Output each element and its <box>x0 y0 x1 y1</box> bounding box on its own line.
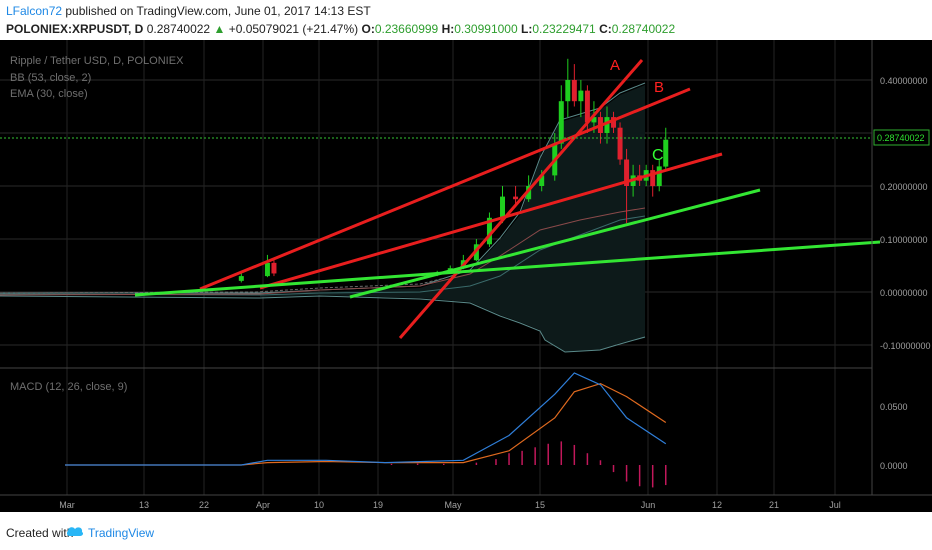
price-tick-label: 0.40000000 <box>880 76 928 86</box>
close-value: 0.28740022 <box>611 22 676 36</box>
bollinger-band-fill <box>260 85 645 352</box>
macd-axis: 0.0500 0.0000 <box>880 402 908 471</box>
time-axis: Mar 13 22 Apr 10 19 May 15 Jun 12 21 Jul <box>59 500 841 510</box>
grid <box>0 40 872 495</box>
green-trendline-1[interactable] <box>349 188 761 299</box>
candle-body <box>663 139 669 167</box>
tradingview-cloud-icon <box>66 527 84 536</box>
price-tick-label: -0.10000000 <box>880 341 931 351</box>
legend-bb: BB (53, close, 2) <box>10 72 91 84</box>
last-price-tag-label: 0.28740022 <box>877 133 925 143</box>
candle-body <box>271 262 277 274</box>
bollinger-band-area <box>260 85 645 352</box>
candle-body <box>650 170 656 186</box>
time-tick-label: 15 <box>535 500 545 510</box>
price-tick-label: 0.20000000 <box>880 182 928 192</box>
trendline-b[interactable] <box>199 87 691 291</box>
candle-body <box>565 80 571 102</box>
time-tick-label: Mar <box>59 500 75 510</box>
author-link[interactable]: LFalcon72 <box>6 4 63 18</box>
bollinger-basis <box>0 215 646 296</box>
candle-body <box>578 90 584 102</box>
bollinger-lower <box>0 295 646 353</box>
symbol-quote-line: POLONIEX:XRPUSDT, D 0.28740022 ▲ +0.0507… <box>6 22 675 36</box>
annotations: A B C <box>610 57 664 164</box>
annotation-c: C <box>652 147 664 164</box>
trendlines <box>134 59 881 339</box>
macd-tick-label: 0.0500 <box>880 402 908 412</box>
chart-canvas[interactable]: A B C Ripple / Tether USD, D, POLONIEX B… <box>0 40 932 512</box>
close-label: C: <box>599 22 612 36</box>
created-with-label: Created with <box>6 526 74 540</box>
time-tick-label: 12 <box>712 500 722 510</box>
legend-title: Ripple / Tether USD, D, POLONIEX <box>10 55 184 67</box>
time-tick-label: 10 <box>314 500 324 510</box>
chart-area[interactable]: A B C Ripple / Tether USD, D, POLONIEX B… <box>0 40 932 512</box>
legend-macd: MACD (12, 26, close, 9) <box>10 381 127 393</box>
price-tick-label: 0.00000000 <box>880 288 928 298</box>
candle-body <box>513 196 519 200</box>
open-label: O: <box>361 22 375 36</box>
trendline-c[interactable] <box>259 152 723 290</box>
low-value: 0.23229471 <box>532 22 596 36</box>
macd-line <box>65 372 667 466</box>
candle-body <box>604 117 610 133</box>
last-price-tag-bg <box>873 129 930 146</box>
time-tick-label: May <box>444 500 462 510</box>
candle-body <box>624 159 630 186</box>
candle-body <box>539 175 545 186</box>
candle-body <box>571 80 577 102</box>
publish-line: LFalcon72 published on TradingView.com, … <box>6 4 371 18</box>
green-trendline-2[interactable] <box>134 240 881 297</box>
time-tick-label: Jun <box>641 500 656 510</box>
candle-body <box>656 166 662 186</box>
open-value: 0.23660999 <box>374 22 439 36</box>
time-tick-label: 19 <box>373 500 383 510</box>
price-tick-label: 0.10000000 <box>880 235 928 245</box>
price-change: +0.05079021 (+21.47%) <box>228 22 359 36</box>
candle-body <box>584 90 590 123</box>
time-tick-label: 13 <box>139 500 149 510</box>
candle-body <box>264 262 270 277</box>
footer: Created with TradingView <box>0 512 932 550</box>
symbol-label: POLONIEX:XRPUSDT, D <box>6 22 144 36</box>
trendline-a[interactable] <box>398 59 644 339</box>
candle-body <box>591 117 597 123</box>
low-label: L: <box>521 22 533 36</box>
publish-header: LFalcon72 published on TradingView.com, … <box>0 0 932 40</box>
price-axis: 0.400000000.300000000.200000000.10000000… <box>880 76 931 351</box>
annotation-a: A <box>610 57 620 74</box>
time-tick-label: 21 <box>769 500 779 510</box>
candle-body <box>526 186 532 200</box>
candle-body <box>617 127 623 160</box>
macd-pane <box>65 372 667 488</box>
time-tick-label: 22 <box>199 500 209 510</box>
high-value: 0.30991000 <box>454 22 518 36</box>
legend: Ripple / Tether USD, D, POLONIEX BB (53,… <box>10 55 184 393</box>
time-tick-label: Jul <box>829 500 841 510</box>
time-tick-label: Apr <box>256 500 270 510</box>
candle-body <box>611 117 617 128</box>
published-text: published on TradingView.com, June 01, 2… <box>62 4 371 18</box>
high-label: H: <box>441 22 455 36</box>
macd-tick-label: 0.0000 <box>880 461 908 471</box>
candle-body <box>558 101 564 144</box>
candle-body <box>238 276 244 281</box>
macd-signal-line <box>65 382 667 466</box>
change-arrow-icon: ▲ <box>213 22 226 36</box>
annotation-b: B <box>654 79 664 96</box>
candle-body <box>500 196 506 218</box>
tradingview-link[interactable]: TradingView <box>88 526 155 540</box>
legend-ema: EMA (30, close) <box>10 88 88 100</box>
last-price-tag: 0.28740022 <box>873 129 930 146</box>
candle-body <box>486 217 492 245</box>
last-price: 0.28740022 <box>146 22 211 36</box>
ema-line <box>0 207 646 296</box>
